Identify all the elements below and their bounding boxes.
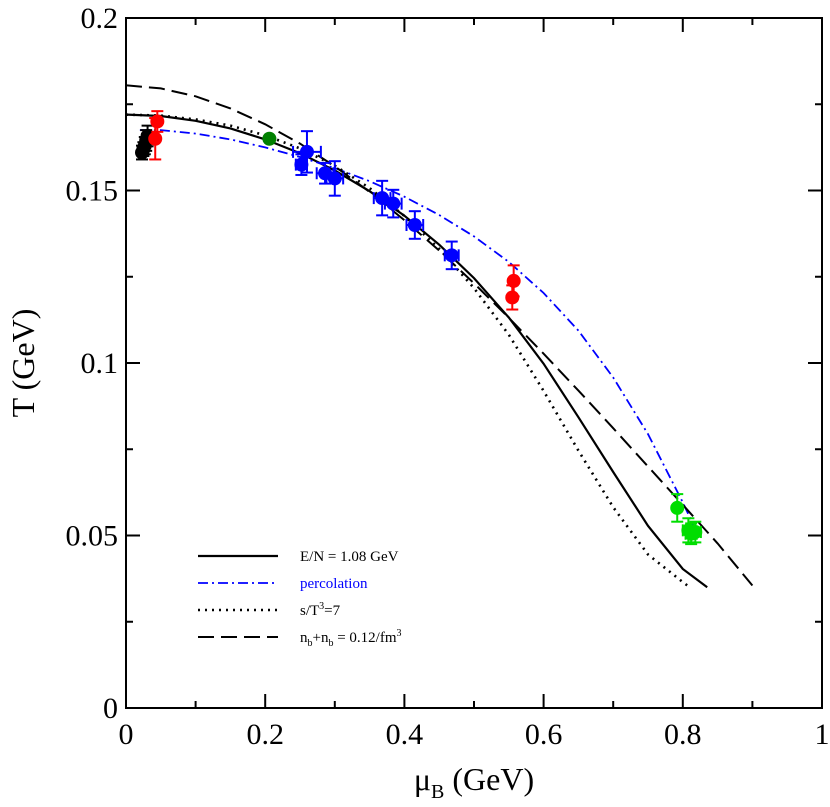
x-tick-label: 0.8 xyxy=(664,718,702,751)
data-point xyxy=(148,117,163,161)
y-tick-label: 0.05 xyxy=(66,520,119,553)
data-point xyxy=(670,493,685,523)
series-line-1 xyxy=(139,129,698,533)
legend-label-part: b xyxy=(328,638,333,649)
legend-label-part: s/T xyxy=(300,603,319,619)
x-tick-label: 0 xyxy=(119,718,134,751)
plot-area xyxy=(125,17,823,709)
legend-label-part: n xyxy=(300,630,308,646)
x-tick-label: 1 xyxy=(815,718,830,751)
y-tick-label: 0.2 xyxy=(81,2,119,35)
legend-label-0: E/N = 1.08 GeV xyxy=(300,549,399,565)
legend-label-part: 3 xyxy=(397,628,402,639)
data-point xyxy=(325,160,345,197)
data-point xyxy=(405,210,425,240)
x-axis-title-sub: B xyxy=(431,781,444,803)
data-point xyxy=(505,284,520,311)
x-tick-label: 0.2 xyxy=(246,718,284,751)
series-line-0 xyxy=(125,113,708,589)
x-axis-title-main: μ xyxy=(414,761,431,797)
y-tick-label: 0 xyxy=(103,692,118,725)
data-point xyxy=(292,130,322,174)
data-point xyxy=(688,520,703,544)
legend-label-3: nb+nb = 0.12/fm3 xyxy=(300,628,402,649)
legend-label-part: = 0.12/fm xyxy=(333,630,396,646)
data-point xyxy=(294,153,309,176)
x-tick-label: 0.4 xyxy=(386,718,424,751)
x-axis-title: μB (GeV) xyxy=(414,761,534,803)
legend-label-part: E/N = 1.08 GeV xyxy=(300,549,399,565)
x-tick-label: 0.6 xyxy=(525,718,563,751)
points-group xyxy=(135,110,703,546)
ticks-group: 0 0.2 0.4 0.6 0.8 1 0 0.05 0.1 0.15 0.2 xyxy=(66,2,830,751)
data-point xyxy=(443,240,460,271)
data-point xyxy=(383,188,403,219)
legend-label-2: s/T3=7 xyxy=(300,601,341,619)
legend-label-part: +n xyxy=(313,630,329,646)
legend-label-part: 3 xyxy=(319,601,324,612)
series-line-2 xyxy=(125,113,691,589)
curves-group xyxy=(125,84,754,589)
series-line-3 xyxy=(125,84,754,587)
y-tick-label: 0.1 xyxy=(81,347,119,380)
legend-label-part: =7 xyxy=(324,603,340,619)
legend-label-part: b xyxy=(308,638,313,649)
y-tick-label: 0.15 xyxy=(66,175,119,208)
y-axis-title: T (GeV) xyxy=(5,309,41,418)
legend-label-part: percolation xyxy=(300,576,368,592)
legend-label-1: percolation xyxy=(300,576,368,592)
x-axis-title-unit: (GeV) xyxy=(444,761,534,797)
data-point xyxy=(262,131,277,146)
